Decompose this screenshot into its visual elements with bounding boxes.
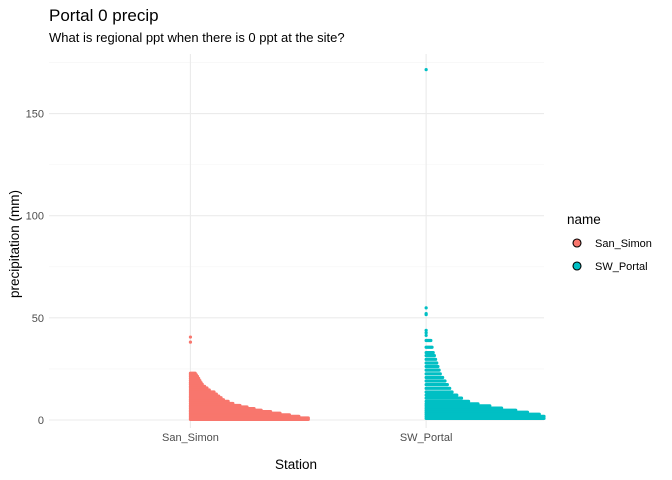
- x-axis-ticks: San_Simon SW_Portal: [162, 432, 452, 444]
- series-San_Simon: [188, 335, 310, 421]
- data-point-row: [424, 361, 439, 365]
- data-point-row: [424, 383, 449, 387]
- data-point-row: [424, 357, 438, 361]
- y-tick-label: 100: [26, 211, 44, 223]
- data-point-row: [424, 345, 434, 349]
- data-point-row: [424, 416, 546, 420]
- chart-title: Portal 0 precip: [49, 6, 159, 25]
- chart-subtitle: What is regional ppt when there is 0 ppt…: [49, 30, 345, 45]
- legend-label: San_Simon: [595, 238, 652, 250]
- data-point-row: [424, 338, 433, 343]
- y-tick-label: 50: [32, 313, 44, 325]
- data-point-row: [424, 350, 435, 355]
- data-point-row: [424, 386, 452, 390]
- data-point: [424, 331, 428, 335]
- data-point: [424, 328, 428, 332]
- legend-title: name: [567, 212, 601, 227]
- legend-key: [572, 238, 582, 248]
- series-SW_Portal: [424, 68, 546, 420]
- x-tick-label: San_Simon: [162, 432, 219, 444]
- data-point-row: [424, 372, 442, 376]
- y-tick-label: 150: [26, 109, 44, 121]
- data-point-row: [424, 396, 464, 400]
- y-axis-title: precipitation (mm): [7, 190, 22, 298]
- data-point-row: [424, 375, 445, 380]
- y-tick-label: 0: [38, 415, 44, 427]
- x-tick-label: SW_Portal: [400, 432, 453, 444]
- data-point: [424, 68, 428, 72]
- data-point: [188, 335, 193, 339]
- data-point: [424, 306, 428, 310]
- data-point-row: [424, 393, 459, 397]
- x-axis-title: Station: [275, 457, 317, 472]
- data-point-row: [424, 364, 440, 369]
- legend-key: [572, 261, 582, 271]
- legend-label: SW_Portal: [595, 261, 648, 273]
- y-axis-ticks: 0 50 100 150: [26, 109, 44, 427]
- data-point: [424, 333, 428, 338]
- data-point-row: [424, 368, 441, 372]
- data-points: [188, 68, 546, 421]
- data-point-row: [188, 417, 310, 421]
- legend: name San_Simon SW_Portal: [567, 212, 652, 273]
- gridlines: [49, 54, 544, 428]
- data-point-row: [424, 379, 447, 383]
- data-point-row: [424, 354, 436, 358]
- data-point-row: [424, 399, 471, 404]
- data-point-row: [424, 390, 454, 394]
- data-point: [188, 340, 193, 344]
- data-point: [424, 312, 428, 317]
